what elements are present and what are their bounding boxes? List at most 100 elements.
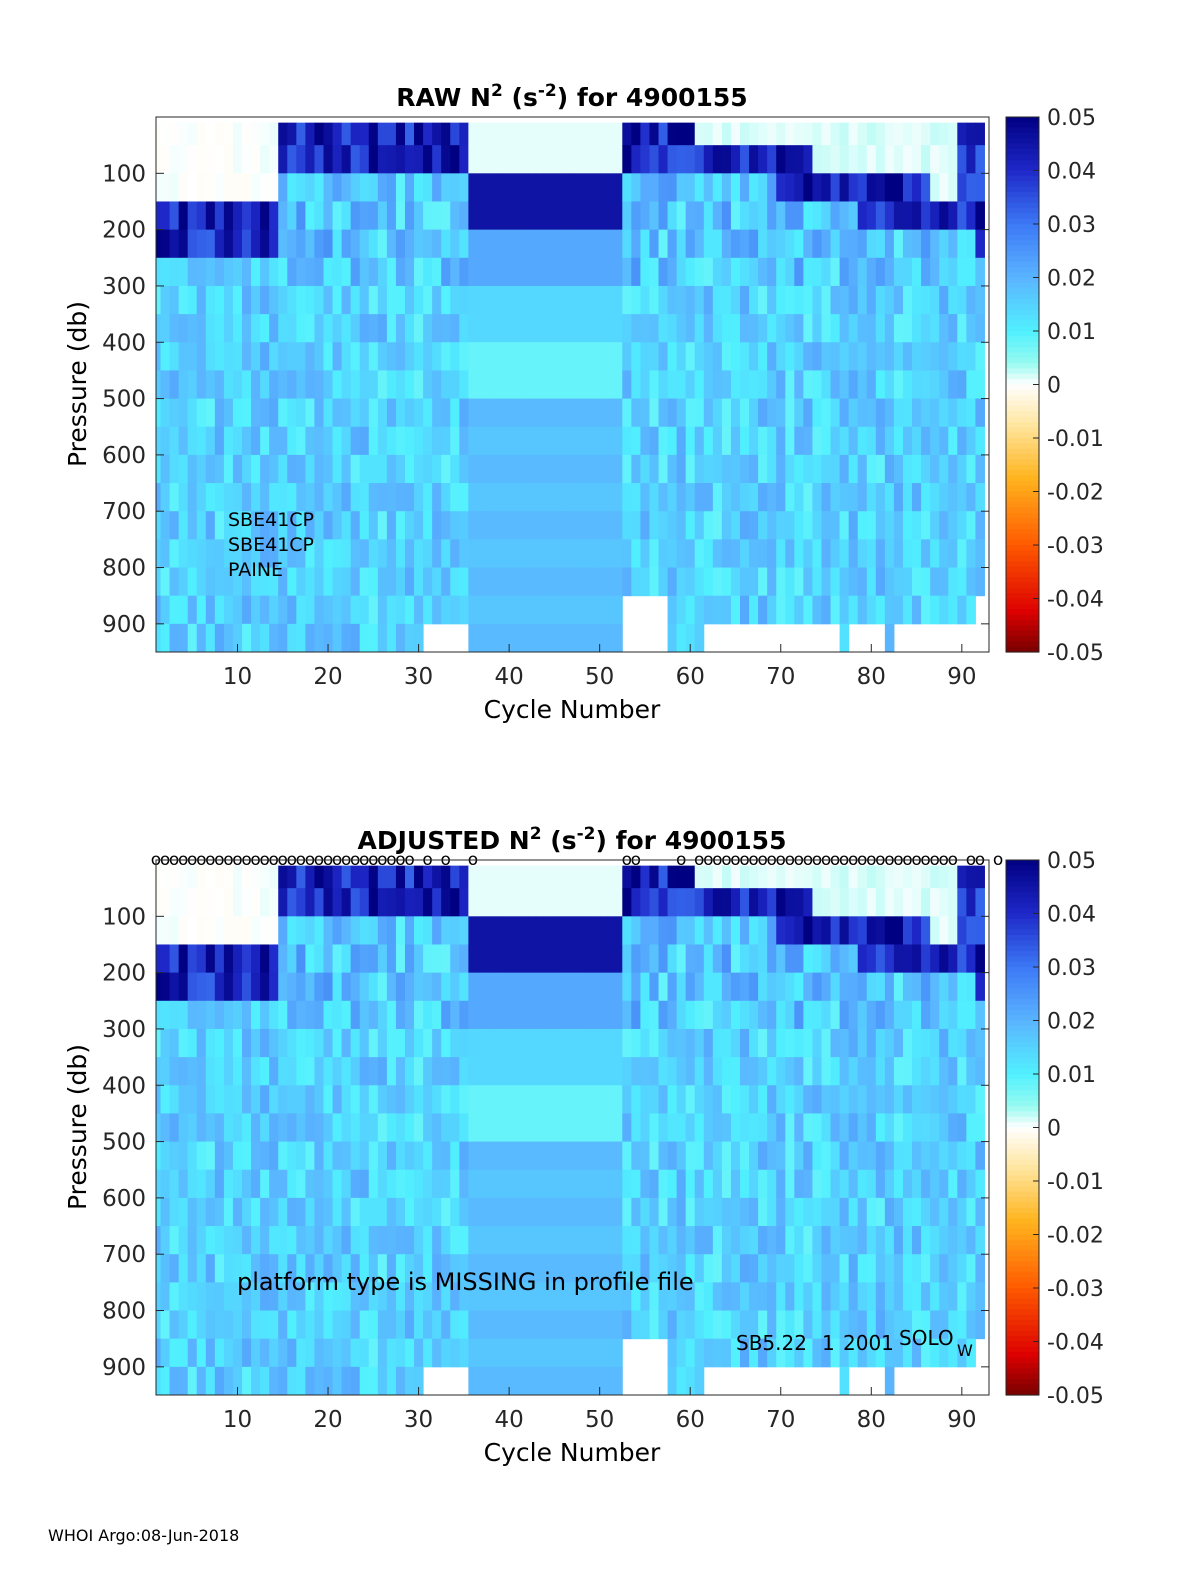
- heatmap-cell: [712, 595, 723, 625]
- heatmap-cell: [930, 122, 940, 146]
- heatmap-cell: [649, 398, 660, 428]
- heatmap-cell: [875, 145, 886, 174]
- heatmap-cell: [649, 257, 660, 287]
- heatmap-cell: [921, 145, 931, 174]
- heatmap-cell: [631, 1254, 641, 1283]
- heatmap-cell: [604, 623, 614, 653]
- heatmap-cell: [667, 145, 678, 174]
- heatmap-cell: [242, 511, 252, 540]
- heatmap-cell: [423, 1226, 433, 1255]
- heatmap-cell: [251, 944, 261, 974]
- heatmap-cell: [767, 122, 777, 146]
- heatmap-cell: [622, 1028, 632, 1058]
- heatmap-cell: [631, 483, 641, 512]
- colorbar-band: [1006, 999, 1039, 1006]
- heatmap-cell: [251, 865, 261, 889]
- colorbar-band: [1006, 635, 1039, 642]
- heatmap-cell: [287, 1282, 297, 1312]
- colorbar-band: [1006, 261, 1039, 268]
- heatmap-cell: [586, 865, 596, 889]
- heatmap-cell: [531, 426, 542, 456]
- heatmap-cell: [468, 145, 478, 174]
- heatmap-cell: [522, 145, 533, 174]
- colorbar-band: [1006, 202, 1039, 209]
- heatmap-cell: [156, 539, 162, 569]
- heatmap-cell: [812, 257, 822, 287]
- heatmap-cell: [676, 1226, 687, 1255]
- heatmap-cell: [930, 1141, 940, 1171]
- heatmap-cell: [712, 944, 723, 974]
- colorbar-tick-label: 0.04: [1047, 903, 1096, 928]
- heatmap-cell: [821, 454, 832, 484]
- x-tick-label: 60: [676, 1407, 705, 1433]
- heatmap-cell: [531, 342, 542, 371]
- heatmap-cell: [721, 1028, 732, 1058]
- heatmap-cell: [260, 483, 270, 512]
- heatmap-cell: [169, 454, 180, 484]
- heatmap-cell: [939, 1338, 949, 1368]
- colorbar-band: [1006, 1223, 1039, 1230]
- heatmap-cell: [432, 595, 442, 625]
- heatmap-cell: [468, 122, 478, 146]
- heatmap-cell: [504, 972, 515, 1002]
- heatmap-cell: [359, 285, 370, 315]
- heatmap-cell: [287, 539, 297, 569]
- heatmap-cell: [260, 888, 270, 917]
- heatmap-cell: [712, 454, 723, 484]
- heatmap-cell: [567, 398, 578, 428]
- heatmap-cell: [368, 511, 379, 540]
- heatmap-cell: [522, 201, 533, 231]
- heatmap-cell: [260, 454, 270, 484]
- heatmap-cell: [441, 426, 451, 456]
- raw-title: RAW N2 (s-2) for 4900155: [396, 81, 747, 112]
- heatmap-cell: [567, 511, 578, 540]
- heatmap-cell: [540, 916, 551, 945]
- heatmap-cell: [214, 944, 225, 974]
- heatmap-cell: [694, 285, 705, 315]
- heatmap-cell: [269, 1282, 279, 1312]
- heatmap-cell: [423, 314, 433, 343]
- y-tick-label: 400: [102, 330, 146, 356]
- heatmap-cell: [622, 370, 632, 400]
- heatmap-cell: [776, 314, 786, 343]
- heatmap-cell: [414, 567, 424, 597]
- heatmap-cell: [205, 285, 216, 315]
- heatmap-cell: [314, 1366, 324, 1396]
- heatmap-cell: [902, 454, 913, 484]
- heatmap-cell: [504, 173, 515, 202]
- heatmap-cell: [169, 1113, 180, 1143]
- heatmap-cell: [604, 483, 614, 512]
- heatmap-cell: [468, 623, 478, 653]
- heatmap-cell: [156, 1028, 162, 1058]
- heatmap-cell: [178, 1141, 189, 1171]
- colorbar-band: [1006, 1063, 1039, 1070]
- heatmap-cell: [287, 1310, 297, 1340]
- heatmap-cell: [613, 916, 623, 945]
- heatmap-cell: [613, 1057, 623, 1086]
- heatmap-cell: [350, 426, 361, 456]
- heatmap-cell: [549, 1338, 560, 1368]
- heatmap-cell: [839, 285, 850, 315]
- heatmap-cell: [857, 342, 868, 371]
- heatmap-cell: [812, 1197, 822, 1227]
- heatmap-cell: [305, 1028, 315, 1058]
- heatmap-cell: [812, 972, 822, 1002]
- heatmap-cell: [205, 398, 216, 428]
- heatmap-cell: [423, 1254, 433, 1283]
- heatmap-cell: [323, 1310, 334, 1340]
- heatmap-cell: [839, 145, 850, 174]
- heatmap-cell: [232, 229, 243, 259]
- heatmap-cell: [703, 122, 714, 146]
- heatmap-cell: [368, 865, 379, 889]
- heatmap-cell: [495, 483, 506, 512]
- heatmap-cell: [269, 916, 279, 945]
- heatmap-cell: [414, 257, 424, 287]
- heatmap-cell: [450, 483, 460, 512]
- heatmap-cell: [930, 1338, 940, 1368]
- heatmap-cell: [178, 595, 189, 625]
- heatmap-cell: [703, 916, 714, 945]
- heatmap-cell: [613, 314, 623, 343]
- heatmap-cell: [631, 916, 641, 945]
- heatmap-cell: [477, 1226, 487, 1255]
- heatmap-cell: [423, 1310, 433, 1340]
